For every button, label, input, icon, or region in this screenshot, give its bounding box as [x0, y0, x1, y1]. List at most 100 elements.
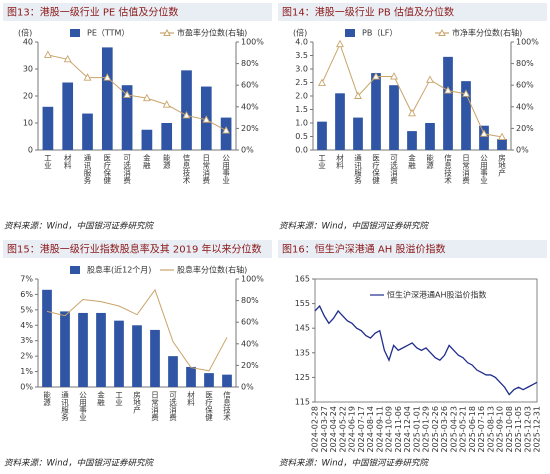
x-tick-label: 信息技术 — [222, 390, 231, 423]
x-tick-label: 2025-01-29 — [422, 406, 431, 453]
x-tick-label: 2025-07-16 — [477, 406, 486, 453]
bar — [141, 129, 153, 150]
legend-swatch — [345, 29, 355, 37]
line-marker — [336, 39, 344, 48]
y2-tick-label: 20% — [241, 361, 259, 370]
x-tick-label: 2024-05-22 — [338, 406, 347, 453]
x-tick-label: 2025-04-23 — [449, 406, 458, 453]
bar — [62, 82, 74, 150]
y2-tick-label: 80% — [241, 59, 259, 68]
y-tick-label: 4% — [20, 321, 33, 330]
bar — [60, 311, 70, 387]
x-tick-label: 房地产 — [132, 390, 141, 415]
x-tick-label: 工业 — [114, 391, 123, 406]
bar — [461, 81, 471, 150]
y-tick-label: 10 — [23, 119, 33, 128]
y-tick-label: 20 — [23, 92, 33, 101]
x-tick-label: 2025-08-13 — [486, 406, 495, 453]
line-marker — [318, 78, 326, 86]
y-tick-label: 30 — [23, 65, 33, 74]
legend-label: PB（LF） — [362, 29, 397, 38]
legend-label: 市盈率分位数(右轴) — [177, 28, 247, 38]
x-tick-label: 材料 — [335, 153, 344, 171]
y-tick-label: 6% — [20, 290, 33, 299]
series-line — [314, 304, 538, 396]
line-marker — [182, 110, 191, 119]
line-marker — [426, 75, 434, 83]
y-tick-label: 0.5 — [295, 132, 308, 141]
y-tick-label: 155 — [295, 299, 310, 308]
y2-tick-label: 60% — [241, 81, 259, 90]
x-tick-label: 信息技术 — [443, 153, 452, 186]
y-tick-label: 3.0 — [295, 65, 308, 74]
bar — [161, 123, 173, 150]
x-tick-label: 可选消费 — [122, 154, 131, 186]
legend-label: 股息率(近12个月) — [87, 265, 151, 275]
x-tick-label: 工业 — [43, 154, 52, 169]
x-tick-label: 2025-11-05 — [514, 406, 523, 453]
x-tick-label: 2024-04-24 — [329, 406, 338, 453]
x-tick-label: 公用事业 — [479, 154, 488, 184]
bar — [497, 139, 507, 150]
y-tick-label: 145 — [295, 324, 310, 333]
x-tick-label: 医疗保健 — [103, 154, 112, 186]
bar — [96, 312, 106, 387]
x-tick-label: 2025-12-03 — [523, 406, 532, 453]
y-tick-label: 4.0 — [295, 38, 308, 47]
x-tick-label: 可选消费 — [168, 391, 177, 423]
y-tick-label: 3% — [20, 336, 33, 345]
x-tick-label: 2025-05-21 — [459, 406, 468, 453]
bar — [353, 117, 363, 150]
x-tick-label: 通讯服务 — [353, 153, 362, 186]
x-tick-label: 房地产 — [497, 153, 506, 178]
title-bar — [278, 240, 547, 258]
y-tick-label: 2.0 — [295, 92, 308, 101]
x-tick-label: 能源 — [425, 153, 434, 171]
bar — [317, 121, 327, 150]
legend-label: 市净率分位数(右轴) — [452, 28, 522, 38]
line-marker — [142, 93, 151, 102]
line-marker — [43, 50, 52, 58]
line-marker — [354, 91, 362, 99]
x-tick-label: 2024-10-09 — [385, 406, 394, 453]
y-tick-label: 1% — [20, 367, 33, 376]
y-tick-label: 3.5 — [295, 51, 308, 60]
legend-label: 恒生沪深港通AH股溢价指数 — [387, 290, 487, 300]
y2-tick-label: 40% — [516, 102, 534, 111]
bar — [132, 325, 142, 387]
panel-title: 图16：恒生沪深港通 AH 股溢价指数 — [282, 243, 445, 256]
bar — [114, 320, 124, 387]
line-marker — [462, 89, 470, 97]
x-tick-label: 通讯服务 — [83, 153, 92, 186]
legend-marker — [438, 28, 446, 36]
legend-swatch — [70, 29, 80, 37]
line-marker — [103, 73, 112, 81]
y-tick-label: 0% — [20, 383, 33, 392]
y2-tick-label: 60% — [516, 81, 534, 90]
y2-tick-label: 0% — [516, 146, 529, 155]
line-marker — [372, 72, 380, 80]
y-unit: (倍) — [293, 28, 307, 38]
x-tick-label: 可选消费 — [389, 154, 398, 186]
x-tick-label: 2024-03-27 — [320, 406, 329, 453]
y2-tick-label: 0% — [241, 146, 254, 155]
bar — [168, 356, 178, 387]
y-tick-label: 1.5 — [295, 105, 308, 114]
line-marker — [222, 126, 231, 134]
y-tick-label: 0 — [28, 146, 33, 155]
legend-label: 股息率分位数(右轴) — [177, 265, 247, 275]
series-line — [47, 54, 227, 131]
x-tick-label: 公用事业 — [78, 391, 87, 421]
y-tick-label: 0.0 — [295, 146, 308, 155]
source-note: 资料来源：Wind，中国银河证券研究院 — [4, 458, 155, 469]
line-marker — [202, 115, 211, 123]
bar — [220, 117, 232, 150]
x-tick-label: 材料 — [186, 390, 195, 408]
bar — [101, 47, 113, 150]
x-tick-label: 2025-01-01 — [412, 406, 421, 453]
source-note: 资料来源：Wind，中国银河证券研究院 — [4, 221, 155, 232]
x-tick-label: 日常消费 — [461, 154, 470, 186]
x-tick-label: 2025-06-18 — [468, 406, 477, 453]
